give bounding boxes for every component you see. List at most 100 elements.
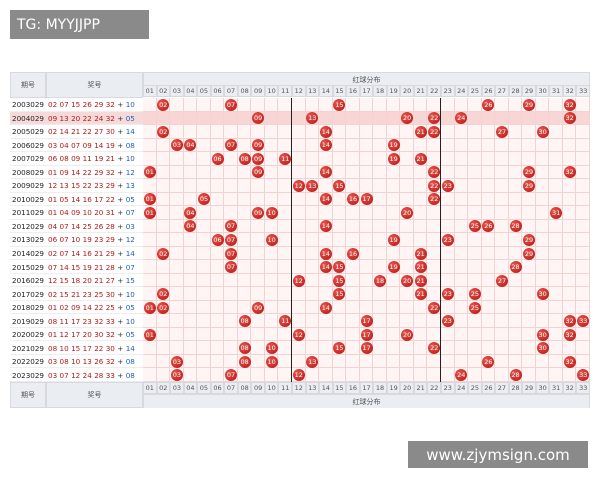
grid-cell <box>576 111 590 126</box>
red-ball: 01 <box>143 301 156 314</box>
grid-cell <box>576 287 590 301</box>
grid-cell <box>549 341 563 355</box>
grid-cell <box>264 98 279 112</box>
grid-cell <box>346 327 360 342</box>
red-number: 32 <box>105 357 115 367</box>
grid-cell <box>210 246 225 261</box>
grid-cell <box>332 219 347 234</box>
grid-cell <box>237 219 252 234</box>
grid-cell <box>481 246 496 261</box>
grid-cell <box>264 246 279 261</box>
grid-cell <box>359 206 374 220</box>
column-header: 25 <box>468 382 482 394</box>
grid-cell <box>386 260 401 274</box>
grid-cell <box>224 165 238 180</box>
grid-cell <box>332 354 347 369</box>
grid-cell <box>319 287 333 301</box>
grid-cell <box>508 354 523 369</box>
grid-cell <box>292 192 306 207</box>
red-number: 33 <box>105 370 115 380</box>
numbers: 12 13 15 22 23 29 +13 <box>48 179 143 193</box>
red-number: 07 <box>59 235 69 245</box>
grid-cell <box>481 354 496 369</box>
column-header: 33 <box>576 85 590 97</box>
column-header: 06 <box>210 382 225 394</box>
grid-cell <box>292 341 306 355</box>
red-number: 14 <box>71 221 81 231</box>
grid-cell <box>495 314 509 328</box>
grid-cell <box>305 246 320 261</box>
grid-cell <box>454 219 469 234</box>
grid-cell <box>427 98 441 112</box>
red-number: 18 <box>71 276 81 286</box>
grid-cell <box>508 246 523 261</box>
red-number: 01 <box>48 194 58 204</box>
red-number: 26 <box>94 357 104 367</box>
grid-cell <box>413 341 428 355</box>
distribution-header: 红球分布 <box>143 394 590 408</box>
grid-cell <box>278 260 292 274</box>
row-bg <box>10 98 143 112</box>
red-ball: 23 <box>441 179 454 192</box>
red-number: 14 <box>82 303 92 313</box>
grid-cell <box>549 327 563 342</box>
grid-cell <box>319 165 333 180</box>
grid-cell <box>495 233 509 247</box>
column-header: 18 <box>373 382 387 394</box>
grid-cell <box>386 368 401 382</box>
grid-cell <box>400 138 414 153</box>
grid-cell <box>400 179 414 193</box>
grid-cell <box>143 125 157 139</box>
grid-cell <box>454 341 469 355</box>
row-bg <box>10 260 143 274</box>
grid-cell <box>346 246 360 261</box>
grid-cell <box>441 314 455 328</box>
column-header: 05 <box>197 382 211 394</box>
row-bg <box>10 273 143 288</box>
grid-cell <box>237 165 252 180</box>
grid-cell <box>359 98 374 112</box>
grid-cell <box>562 300 577 315</box>
red-ball: 28 <box>509 369 522 382</box>
grid-cell <box>441 125 455 139</box>
red-number: 23 <box>82 289 92 299</box>
grid-cell <box>400 273 414 288</box>
grid-cell <box>197 219 211 234</box>
grid-cell <box>522 341 536 355</box>
grid-cell <box>481 327 496 342</box>
grid-cell <box>468 287 482 301</box>
grid-cell <box>156 152 171 166</box>
red-number: 26 <box>94 221 104 231</box>
red-number: 32 <box>105 167 115 177</box>
grid-cell <box>332 192 347 207</box>
red-number: 13 <box>59 113 69 123</box>
red-number: 22 <box>82 167 92 177</box>
grid-cell <box>386 165 401 180</box>
grid-cell <box>305 300 320 315</box>
issue-header[interactable]: 期号 <box>10 72 46 98</box>
red-number: 32 <box>105 100 115 110</box>
red-ball: 12 <box>292 179 305 192</box>
red-ball: 07 <box>225 234 238 246</box>
grid-cell <box>197 368 211 382</box>
column-header: 14 <box>319 382 333 394</box>
grid-cell <box>562 273 577 288</box>
grid-cell <box>427 287 441 301</box>
grid-cell <box>292 138 306 153</box>
red-ball: 09 <box>252 206 265 219</box>
red-ball: 07 <box>225 261 238 274</box>
numbers: 02 14 21 22 27 30 +14 <box>48 125 143 139</box>
issue-header[interactable]: 期号 <box>10 382 46 408</box>
grid-cell <box>441 206 455 220</box>
grid-cell <box>549 98 563 112</box>
grid-cell <box>210 138 225 153</box>
red-ball: 28 <box>509 261 522 274</box>
grid-cell <box>386 246 401 261</box>
grid-cell <box>156 206 171 220</box>
red-number: 14 <box>59 262 69 272</box>
grid-cell <box>224 354 238 369</box>
red-number: 03 <box>48 357 58 367</box>
grid-cell <box>278 111 292 126</box>
red-number: 09 <box>48 113 58 123</box>
grid-cell <box>373 98 387 112</box>
